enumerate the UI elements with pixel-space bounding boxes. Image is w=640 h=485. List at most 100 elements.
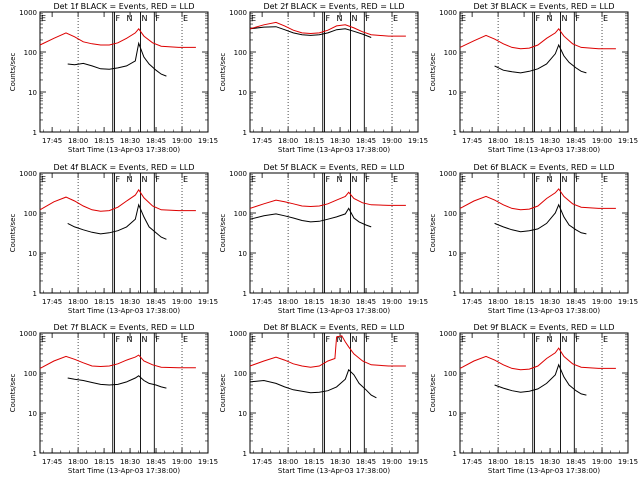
x-tick-label: 18:00 [278,137,298,145]
x-tick-label: 18:45 [356,137,376,145]
y-tick-label: 1 [453,290,457,298]
x-tick-label: 18:30 [540,137,560,145]
x-tick-label: 17:45 [462,137,482,145]
region-label: E [41,175,46,184]
x-tick-label: 19:00 [592,137,612,145]
x-tick-label: 18:00 [488,458,508,466]
marker-label: F [365,335,370,344]
y-axis-label: Counts/sec [9,53,17,92]
y-tick-label: 1 [453,450,457,458]
panel-det-2: Det 2f BLACK = Events, RED = LLD 1 10 100 10… [219,2,428,154]
marker-label: F [325,335,330,344]
marker-label: N [141,175,147,184]
panel-det-9: Det 9f BLACK = Events, RED = LLD 1 10 100 10… [429,323,638,475]
marker-label: F [115,335,120,344]
x-tick-label: 19:00 [382,458,402,466]
marker-label: F [365,14,370,23]
x-tick-label: 18:15 [514,298,534,306]
region-label: E [183,335,188,344]
panel-det-7: Det 7f BLACK = Events, RED = LLD 1 10 100 10… [9,323,218,475]
x-tick-label: 19:00 [592,298,612,306]
x-tick-label: 18:00 [278,458,298,466]
panel-title: Det 4f BLACK = Events, RED = LLD [53,163,194,172]
y-tick-label: 1000 [19,330,37,338]
region-label: E [183,14,188,23]
plot-frame [39,11,209,133]
x-tick-label: 19:15 [408,458,428,466]
y-tick-label: 10 [448,410,457,418]
y-tick-label: 10 [28,89,37,97]
panel-title: Det 6f BLACK = Events, RED = LLD [473,163,614,172]
marker-label: F [575,14,580,23]
x-tick-label: 18:45 [566,298,586,306]
x-tick-label: 19:15 [198,298,218,306]
series-line-lld [249,21,406,37]
y-tick-label: 100 [234,49,247,57]
marker-label: F [575,335,580,344]
plot-frame [249,11,419,133]
y-tick-label: 1000 [229,9,247,17]
x-axis-label: Start Time (13-Apr-03 17:38:00) [278,307,390,315]
series-line-events [67,203,167,240]
marker-label: F [155,14,160,23]
y-tick-label: 100 [234,370,247,378]
marker-label: F [535,175,540,184]
region-label: E [41,14,46,23]
marker-label: F [575,175,580,184]
x-tick-label: 18:00 [488,137,508,145]
x-tick-label: 17:45 [462,298,482,306]
region-label: E [603,175,608,184]
region-label: E [461,335,466,344]
series-line-events [494,203,587,235]
x-tick-label: 19:00 [172,298,192,306]
x-tick-label: 17:45 [252,458,272,466]
marker-label: N [141,335,147,344]
x-tick-label: 19:15 [618,298,638,306]
x-axis-label: Start Time (13-Apr-03 17:38:00) [488,467,600,475]
x-tick-label: 18:30 [540,458,560,466]
x-tick-label: 17:45 [252,137,272,145]
region-label: E [603,14,608,23]
panel-title: Det 8f BLACK = Events, RED = LLD [263,323,404,332]
y-tick-label: 1 [33,290,37,298]
x-tick-label: 18:45 [146,458,166,466]
region-label: E [461,175,466,184]
series-line-lld [39,27,196,48]
y-tick-label: 1 [243,290,247,298]
region-label: E [461,14,466,23]
panel-det-5: Det 5f BLACK = Events, RED = LLD 1 10 100 10… [219,163,428,315]
series-line-events [67,41,167,77]
marker-label: F [325,14,330,23]
x-tick-label: 18:45 [356,458,376,466]
y-tick-label: 100 [24,210,37,218]
region-label: N [126,175,132,184]
marker-label: F [365,175,370,184]
region-label: E [251,175,256,184]
panel-det-6: Det 6f BLACK = Events, RED = LLD 1 10 100 10… [429,163,638,315]
y-axis-label: Counts/sec [219,214,227,253]
plot-frame [459,11,629,133]
region-label: E [183,175,188,184]
plot-frame [249,332,419,454]
series-line-lld [249,335,406,368]
region-label: E [393,14,398,23]
x-tick-label: 18:15 [304,298,324,306]
region-label: N [546,335,552,344]
y-tick-label: 1 [243,129,247,137]
x-tick-label: 18:00 [68,298,88,306]
x-tick-label: 18:30 [120,137,140,145]
y-tick-label: 1000 [439,9,457,17]
y-tick-label: 1000 [19,9,37,17]
panel-det-4: Det 4f BLACK = Events, RED = LLD 1 10 100 10… [9,163,218,315]
region-label: E [251,14,256,23]
y-axis-label: Counts/sec [429,374,437,413]
y-tick-label: 10 [448,250,457,258]
panel-title: Det 7f BLACK = Events, RED = LLD [53,323,194,332]
x-tick-label: 19:15 [618,137,638,145]
panel-title: Det 1f BLACK = Events, RED = LLD [53,2,194,11]
panel-det-1: Det 1f BLACK = Events, RED = LLD 1 10 100 10… [9,2,218,154]
region-label: N [336,335,342,344]
x-axis-label: Start Time (13-Apr-03 17:38:00) [68,307,180,315]
series-line-lld [459,347,616,371]
